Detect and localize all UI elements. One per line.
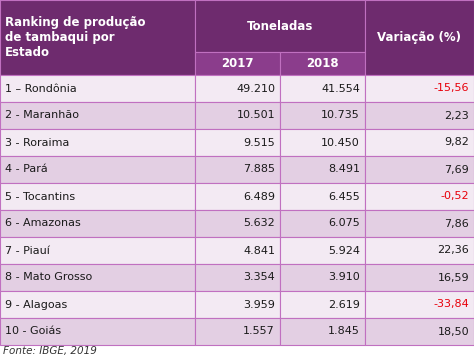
Bar <box>0 291 195 318</box>
Bar <box>280 75 365 102</box>
Text: Fonte: IBGE, 2019: Fonte: IBGE, 2019 <box>3 346 97 356</box>
Text: 2 - Maranhão: 2 - Maranhão <box>5 111 79 121</box>
Text: 7.885: 7.885 <box>243 165 275 175</box>
Bar <box>0 75 195 102</box>
Bar <box>195 52 280 75</box>
Text: 2018: 2018 <box>306 57 339 70</box>
Bar <box>365 0 474 75</box>
Bar <box>365 237 474 264</box>
Text: Variação (%): Variação (%) <box>377 31 462 44</box>
Text: 1.557: 1.557 <box>243 327 275 337</box>
Text: 10.735: 10.735 <box>321 111 360 121</box>
Bar <box>0 237 195 264</box>
Bar <box>365 129 474 156</box>
Bar <box>280 102 365 129</box>
Bar <box>0 0 195 75</box>
Text: 10 - Goiás: 10 - Goiás <box>5 327 61 337</box>
Text: 1 – Rondônia: 1 – Rondônia <box>5 84 77 94</box>
Bar <box>280 264 365 291</box>
Bar <box>195 102 280 129</box>
Bar <box>365 156 474 183</box>
Bar <box>280 129 365 156</box>
Bar <box>195 183 280 210</box>
Bar <box>280 318 365 345</box>
Text: 5.924: 5.924 <box>328 246 360 256</box>
Text: 9 - Alagoas: 9 - Alagoas <box>5 300 67 310</box>
Text: 41.554: 41.554 <box>321 84 360 94</box>
Text: -0,52: -0,52 <box>440 192 469 202</box>
Bar <box>195 156 280 183</box>
Bar <box>195 129 280 156</box>
Text: 4 - Pará: 4 - Pará <box>5 165 48 175</box>
Bar <box>280 183 365 210</box>
Text: 6 - Amazonas: 6 - Amazonas <box>5 219 81 229</box>
Bar <box>195 237 280 264</box>
Text: 2017: 2017 <box>221 57 254 70</box>
Text: 8.491: 8.491 <box>328 165 360 175</box>
Text: 5.632: 5.632 <box>243 219 275 229</box>
Text: 10.450: 10.450 <box>321 138 360 148</box>
Text: 8 - Mato Grosso: 8 - Mato Grosso <box>5 273 92 283</box>
Bar <box>280 210 365 237</box>
Text: 2.619: 2.619 <box>328 300 360 310</box>
Bar <box>195 318 280 345</box>
Bar <box>280 237 365 264</box>
Text: 49.210: 49.210 <box>236 84 275 94</box>
Text: 3 - Roraima: 3 - Roraima <box>5 138 69 148</box>
Text: 4.841: 4.841 <box>243 246 275 256</box>
Bar <box>280 156 365 183</box>
Text: 9.515: 9.515 <box>243 138 275 148</box>
Bar <box>280 291 365 318</box>
Text: 6.075: 6.075 <box>328 219 360 229</box>
Text: 9,82: 9,82 <box>444 138 469 148</box>
Bar <box>195 264 280 291</box>
Text: 16,59: 16,59 <box>438 273 469 283</box>
Bar <box>280 52 365 75</box>
Text: 6.489: 6.489 <box>243 192 275 202</box>
Bar <box>0 210 195 237</box>
Text: 3.354: 3.354 <box>243 273 275 283</box>
Bar <box>365 264 474 291</box>
Text: -33,84: -33,84 <box>433 300 469 310</box>
Bar <box>0 264 195 291</box>
Text: 2,23: 2,23 <box>444 111 469 121</box>
Bar <box>0 102 195 129</box>
Bar <box>365 102 474 129</box>
Text: 7,69: 7,69 <box>444 165 469 175</box>
Text: 10.501: 10.501 <box>237 111 275 121</box>
Text: 5 - Tocantins: 5 - Tocantins <box>5 192 75 202</box>
Text: Ranking de produção
de tambaqui por
Estado: Ranking de produção de tambaqui por Esta… <box>5 16 146 59</box>
Text: 7 - Piauí: 7 - Piauí <box>5 246 50 256</box>
Text: 22,36: 22,36 <box>437 246 469 256</box>
Bar <box>195 75 280 102</box>
Text: 18,50: 18,50 <box>438 327 469 337</box>
Text: 7,86: 7,86 <box>444 219 469 229</box>
Bar <box>0 129 195 156</box>
Text: 6.455: 6.455 <box>328 192 360 202</box>
Bar <box>0 183 195 210</box>
Bar <box>365 75 474 102</box>
Bar <box>365 183 474 210</box>
Bar <box>0 156 195 183</box>
Text: Toneladas: Toneladas <box>247 19 313 32</box>
Text: -15,56: -15,56 <box>434 84 469 94</box>
Bar <box>0 318 195 345</box>
Bar <box>365 291 474 318</box>
Bar <box>365 210 474 237</box>
Text: 3.910: 3.910 <box>328 273 360 283</box>
Bar <box>195 210 280 237</box>
Text: 1.845: 1.845 <box>328 327 360 337</box>
Text: 3.959: 3.959 <box>243 300 275 310</box>
Bar <box>195 0 365 52</box>
Bar <box>365 318 474 345</box>
Bar <box>195 291 280 318</box>
